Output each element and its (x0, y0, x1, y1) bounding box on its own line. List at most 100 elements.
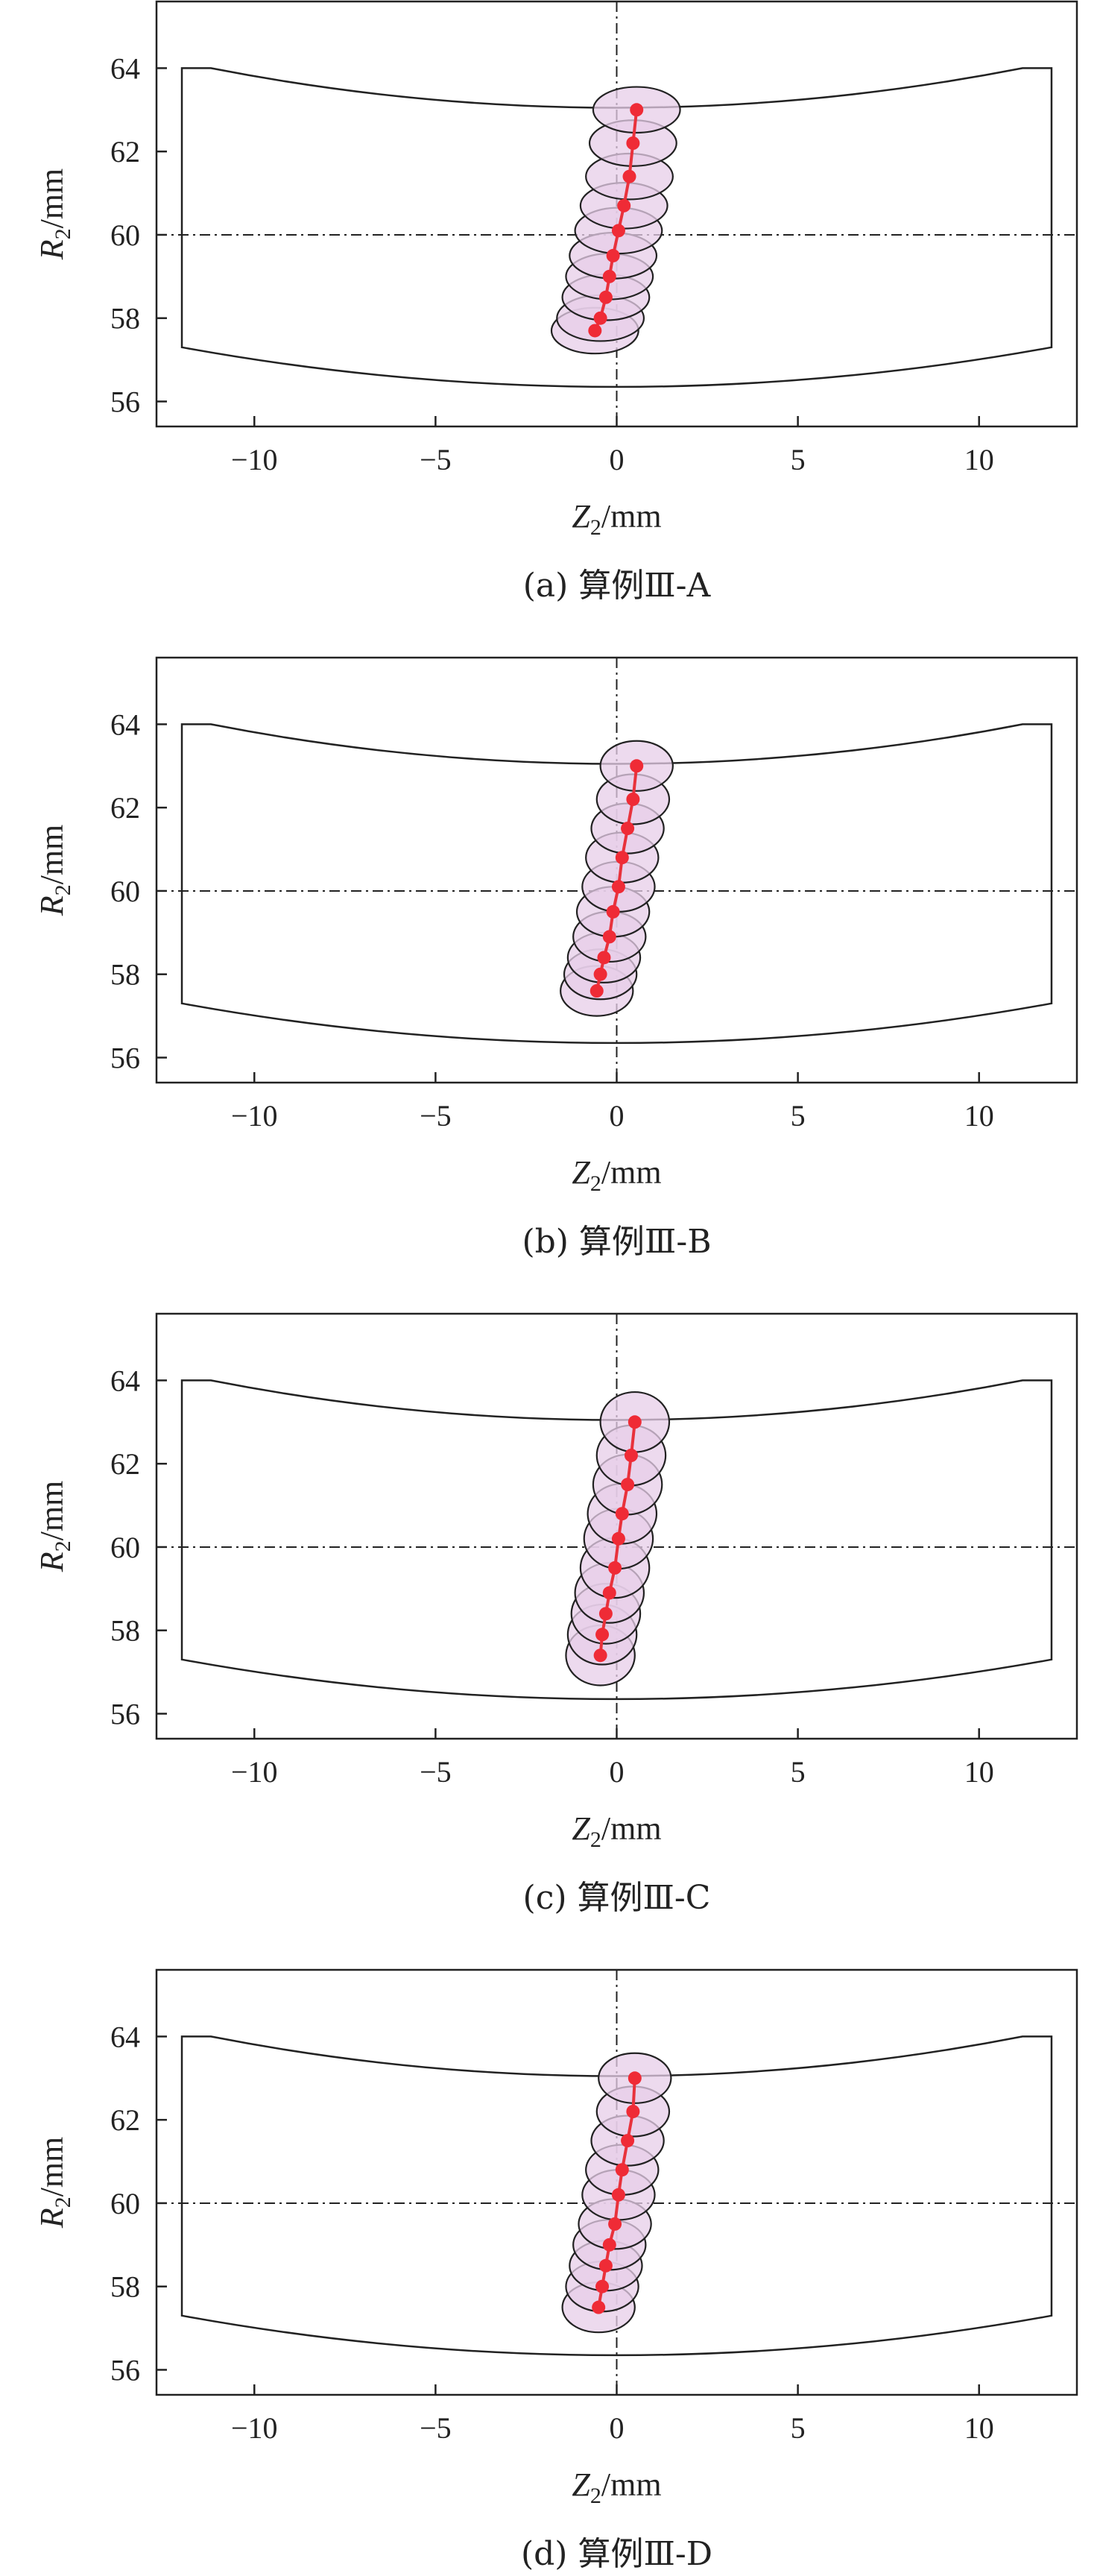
x-tick-label: 5 (791, 2411, 806, 2445)
chart-panel-a: 56 58 60 62 64 −10 −5 0 5 10 R2/mm Z2/mm (a) 算例Ⅲ-A (34, 0, 1078, 605)
data-point (593, 311, 607, 325)
data-point (606, 248, 620, 262)
x-axis-label: Z2/mm (572, 1810, 661, 1852)
trajectory-line (593, 110, 639, 332)
profile-outline (180, 67, 1053, 388)
chart-panel-b: 56 58 60 62 64 −10 −5 0 5 10 R2/mm Z2/mm (b) 算例Ⅲ-B (34, 656, 1078, 1261)
x-tick-label: −10 (231, 1755, 278, 1789)
data-point (626, 793, 640, 806)
data-point (628, 2071, 642, 2085)
y-tick-label: 64 (110, 1364, 140, 1397)
y-axis-label: R2/mm (34, 169, 75, 261)
x-axis-label: Z2/mm (572, 1154, 661, 1196)
x-tick-label: 10 (964, 443, 994, 476)
y-tick-label: 64 (110, 708, 140, 741)
y-tick-label: 60 (110, 218, 140, 252)
x-tick-label: 10 (964, 2411, 994, 2445)
x-tick-label: −5 (420, 1099, 452, 1133)
x-tick-label: −5 (420, 443, 452, 476)
x-tick-label: 5 (791, 1755, 806, 1789)
panel-caption: (d) 算例Ⅲ-D (521, 2535, 712, 2573)
x-tick-label: 5 (791, 1099, 806, 1133)
data-point (593, 967, 607, 981)
y-tick-label: 64 (110, 2020, 140, 2053)
chart-panel-d: 56 58 60 62 64 −10 −5 0 5 10 R2/mm Z2/mm (d) 算例Ⅲ-D (34, 1968, 1078, 2573)
data-point (611, 224, 625, 238)
data-point (621, 1478, 635, 1492)
x-tick-label: −5 (420, 2411, 452, 2445)
data-point (624, 1449, 638, 1462)
y-tick-label: 60 (110, 1531, 140, 1564)
x-tick-label: 0 (610, 443, 625, 476)
x-axis-label: Z2/mm (572, 2466, 661, 2508)
data-point (589, 984, 604, 998)
y-tick-label: 62 (110, 791, 140, 825)
y-tick-label: 62 (110, 2103, 140, 2137)
data-point (606, 904, 620, 919)
data-point (628, 1415, 642, 1429)
y-axis-label: R2/mm (34, 2137, 75, 2229)
y-tick-label: 58 (110, 1614, 140, 1648)
data-point (615, 1507, 629, 1521)
y-tick-label: 56 (110, 385, 140, 418)
profile-outline (180, 2035, 1053, 2357)
data-point (611, 1531, 625, 1546)
y-tick-label: 56 (110, 1041, 140, 1074)
y-tick-label: 62 (110, 1447, 140, 1481)
trajectory-line (595, 766, 639, 992)
data-point (602, 1586, 616, 1600)
x-tick-label: 10 (964, 1099, 994, 1133)
data-point (592, 2300, 606, 2314)
x-tick-label: 0 (610, 2411, 625, 2445)
y-tick-label: 62 (110, 135, 140, 169)
data-point (598, 1607, 613, 1621)
y-axis-label: R2/mm (34, 825, 75, 917)
data-point (611, 2188, 625, 2202)
chart-panel-c: 56 58 60 62 64 −10 −5 0 5 10 R2/mm Z2/mm (c) 算例Ⅲ-C (34, 1312, 1078, 1917)
y-tick-label: 60 (110, 875, 140, 908)
data-point (626, 136, 640, 150)
x-axis-label: Z2/mm (572, 498, 661, 540)
profile-outline (180, 723, 1053, 1045)
data-point (622, 169, 636, 183)
y-axis-label: R2/mm (34, 1481, 75, 1573)
x-tick-label: 0 (610, 1755, 625, 1789)
data-point (598, 2258, 613, 2273)
data-point (602, 2238, 616, 2252)
data-point (621, 822, 635, 836)
panel-caption: (b) 算例Ⅲ-B (522, 1223, 711, 1261)
data-point (621, 2134, 635, 2148)
data-point (602, 269, 616, 283)
x-tick-label: 0 (610, 1099, 625, 1133)
data-point (608, 2217, 622, 2231)
data-point (615, 851, 629, 865)
y-tick-label: 56 (110, 2353, 140, 2387)
x-tick-label: −10 (231, 1099, 278, 1133)
panel-caption: (a) 算例Ⅲ-A (523, 567, 712, 605)
trajectory-line (597, 2078, 636, 2308)
data-point (615, 2163, 629, 2177)
trajectory-line (598, 1422, 636, 1656)
x-tick-label: −10 (231, 2411, 278, 2445)
data-point (595, 1628, 610, 1642)
data-point (630, 103, 644, 117)
data-point (608, 1561, 622, 1575)
y-tick-label: 58 (110, 958, 140, 992)
y-tick-label: 58 (110, 302, 140, 336)
data-point (626, 2105, 640, 2118)
panel-caption: (c) 算例Ⅲ-C (523, 1879, 711, 1917)
x-tick-label: −5 (420, 1755, 452, 1789)
y-tick-label: 58 (110, 2270, 140, 2304)
data-point (595, 2279, 610, 2293)
data-point (617, 198, 631, 212)
data-point (611, 880, 625, 894)
data-point (588, 324, 602, 338)
y-tick-label: 60 (110, 2187, 140, 2220)
x-tick-label: −10 (231, 443, 278, 476)
data-point (598, 290, 613, 304)
data-point (602, 930, 616, 944)
profile-outline (180, 1379, 1053, 1701)
x-tick-label: 5 (791, 443, 806, 476)
x-tick-label: 10 (964, 1755, 994, 1789)
